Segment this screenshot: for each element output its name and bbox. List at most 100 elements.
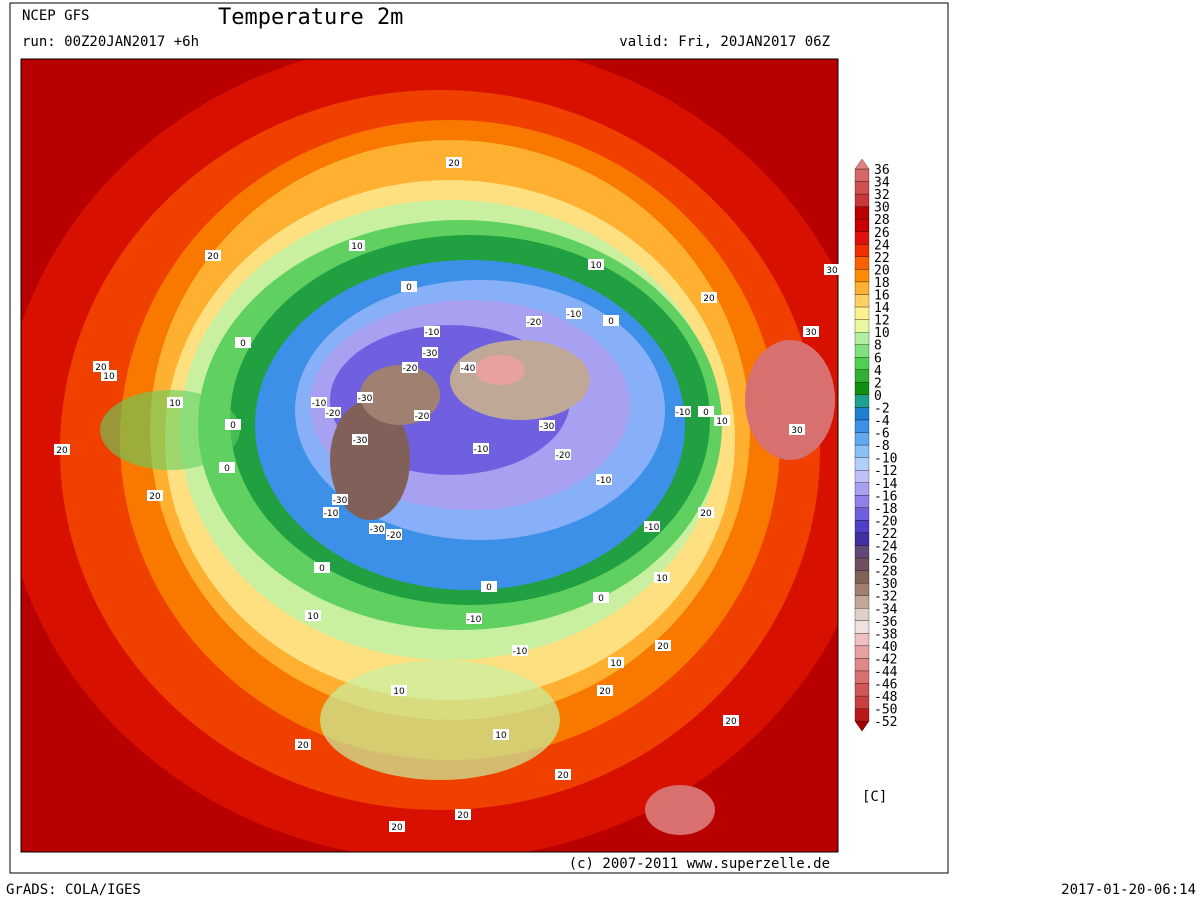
- contour-label: 0: [406, 283, 412, 293]
- contour-label: 20: [703, 294, 715, 304]
- contour-label: -30: [370, 525, 385, 535]
- contour-label: 20: [149, 492, 161, 502]
- colorbar-bin: [854, 281, 870, 295]
- colorbar-bin: [854, 256, 870, 270]
- contour-label: 20: [700, 509, 712, 519]
- contour-label-box: [588, 259, 604, 270]
- contour-label-box: [493, 729, 509, 740]
- colorbar-bin: [854, 369, 870, 383]
- contour-label-box: [323, 507, 339, 518]
- contour-label: 10: [610, 659, 622, 669]
- colorbar-label: 18: [874, 276, 890, 291]
- colorbar-bin: [854, 419, 870, 433]
- contour-label: -20: [415, 412, 430, 422]
- colorbar-bin: [854, 695, 870, 709]
- colorbar-label: -44: [874, 665, 898, 680]
- colorbar-label: 28: [874, 213, 890, 228]
- contour-label: 20: [448, 159, 460, 169]
- colorbar-label: 32: [874, 188, 890, 203]
- contour-label: -10: [567, 310, 582, 320]
- contour-label: -30: [333, 496, 348, 506]
- contour-label: 10: [590, 261, 602, 271]
- contour-label-box: [526, 316, 542, 327]
- colorbar-label: -14: [874, 477, 898, 492]
- contour-label: 0: [598, 594, 604, 604]
- colorbar-bin: [854, 231, 870, 245]
- contour-label-box: [714, 415, 730, 426]
- contour-label-box: [655, 640, 671, 651]
- contour-label-box: [305, 610, 321, 621]
- colorbar-label: -6: [874, 427, 890, 442]
- software-credit: GrADS: COLA/IGES: [6, 882, 141, 898]
- contour-label-box: [566, 308, 582, 319]
- colorbar-label: -12: [874, 464, 897, 479]
- contour-label: 20: [95, 363, 107, 373]
- colorbar-label: -34: [874, 602, 898, 617]
- contour-label-box: [389, 821, 405, 832]
- colorbar-label: -26: [874, 552, 897, 567]
- contour-label: -30: [353, 436, 368, 446]
- colorbar-label: 10: [874, 326, 890, 341]
- contour-label-box: [424, 326, 440, 337]
- contour-label-box: [352, 434, 368, 445]
- contour-label: 20: [657, 642, 669, 652]
- contour-label-box: [402, 362, 418, 373]
- contour-label-box: [167, 397, 183, 408]
- colorbar-bin: [854, 495, 870, 508]
- contour-label: 0: [703, 408, 709, 418]
- colorbar-label: -32: [874, 590, 897, 605]
- colorbar-label: -28: [874, 565, 897, 580]
- contour-labels: 2010200102030-10-20-100-30-40-2030-10-20…: [54, 157, 840, 833]
- contour-label-box: [654, 572, 670, 583]
- contour-label-box: [555, 769, 571, 780]
- contour-label-box: [701, 292, 717, 303]
- contour-label-box: [698, 406, 714, 417]
- contour-label: 20: [457, 811, 469, 821]
- map-title: Temperature 2m: [218, 5, 403, 30]
- contour-label: 20: [207, 252, 219, 262]
- contour-label-box: [386, 529, 402, 540]
- colorbar-label: 8: [874, 339, 882, 354]
- contour-label: -10: [676, 408, 691, 418]
- contour-label-box: [93, 361, 109, 372]
- colorbar-bin: [854, 708, 870, 722]
- contour-label: 10: [351, 242, 363, 252]
- model-name: NCEP GFS: [22, 8, 89, 24]
- colorbar-label: -36: [874, 615, 897, 630]
- contour-label-box: [597, 685, 613, 696]
- contour-label-box: [824, 264, 840, 275]
- colorbar-label: -42: [874, 652, 897, 667]
- contour-label-box: [446, 157, 462, 168]
- colorbar-bin: [854, 269, 870, 283]
- contour-label: 10: [169, 399, 181, 409]
- contour-label-box: [357, 392, 373, 403]
- contour-label: 0: [319, 564, 325, 574]
- contour-label-box: [723, 715, 739, 726]
- colorbar-label: 6: [874, 351, 882, 366]
- contour-label: 10: [103, 372, 115, 382]
- colorbar-label: -30: [874, 577, 897, 592]
- colorbar-label: -38: [874, 627, 897, 642]
- colorbar-label: 36: [874, 163, 890, 178]
- contour-label-box: [596, 474, 612, 485]
- colorbar-bin: [854, 331, 870, 345]
- contour-label-box: [295, 739, 311, 750]
- colorbar-bin: [854, 620, 870, 634]
- colorbar-bin: [854, 595, 870, 609]
- colorbar-bin: [854, 507, 870, 521]
- colorbar-bin: [854, 658, 870, 672]
- contour-label-box: [644, 521, 660, 532]
- contour-label: -10: [513, 647, 528, 657]
- colorbar-bin: [854, 394, 870, 408]
- contour-label: 0: [486, 583, 492, 593]
- contour-label-box: [803, 326, 819, 337]
- colorbar-bin: [854, 633, 870, 647]
- contour-label-box: [481, 581, 497, 592]
- colorbar-label: 4: [874, 364, 882, 379]
- contour-label: -30: [423, 349, 438, 359]
- colorbar-bin: [854, 670, 870, 684]
- colorbar-label: -16: [874, 489, 897, 504]
- colorbar-label: -10: [874, 452, 897, 467]
- colorbar-bin: [854, 520, 870, 534]
- contour-label: 0: [230, 421, 236, 431]
